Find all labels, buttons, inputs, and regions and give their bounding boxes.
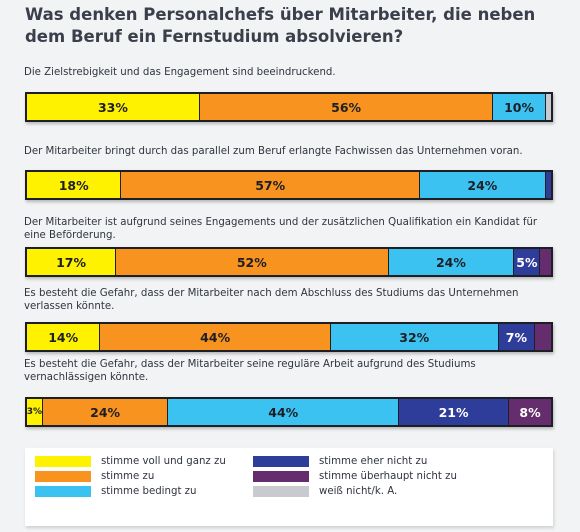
data-label: 24% (467, 177, 498, 193)
legend-item: stimme zu (35, 471, 154, 482)
data-label: 7% (505, 329, 528, 345)
bar-segment: 18% (27, 172, 122, 198)
bar-segment: 3% (27, 399, 43, 425)
question-label: Der Mitarbeiter bringt durch das paralle… (24, 146, 523, 157)
legend-item: stimme bedingt zu (35, 486, 196, 497)
bar-segment: 56% (199, 94, 494, 120)
data-label: 10% (504, 99, 534, 115)
data-label: 44% (268, 404, 299, 420)
bar-segment (540, 249, 551, 275)
legend-swatch (35, 471, 91, 482)
question-label: Es besteht die Gefahr, dass der Mitarbei… (24, 359, 476, 383)
legend-item: stimme voll und ganz zu (35, 456, 226, 467)
legend-label: stimme überhaupt nicht zu (319, 471, 457, 482)
bar-segment: 24% (42, 399, 169, 425)
data-label: 24% (90, 404, 121, 420)
legend: stimme voll und ganz zu stimme zu stimme b… (25, 448, 553, 526)
bar-segment: 5% (514, 249, 541, 275)
stacked-bar: 3% 24% 44% 21% 8% (25, 397, 553, 427)
data-label: 8% (519, 404, 541, 420)
legend-item: stimme überhaupt nicht zu (253, 471, 457, 482)
data-label: 17% (56, 254, 86, 270)
bar-segment: 24% (388, 249, 515, 275)
legend-label: stimme eher nicht zu (319, 456, 428, 467)
legend-swatch (35, 456, 91, 467)
bar-segment: 44% (100, 324, 331, 350)
legend-swatch (253, 471, 309, 482)
data-label: 3% (27, 407, 42, 417)
data-label: 57% (255, 177, 286, 193)
stacked-bar: 14% 44% 32% 7% (25, 322, 553, 352)
legend-swatch (253, 456, 309, 467)
bar-segment: 8% (509, 399, 551, 425)
data-label: 21% (438, 404, 469, 420)
data-label: 52% (236, 254, 267, 270)
bar-segment: 14% (27, 324, 101, 350)
data-label: 14% (48, 329, 79, 345)
data-label: 18% (58, 177, 89, 193)
bar-segment: 44% (168, 399, 400, 425)
bar-segment: 17% (27, 249, 117, 275)
stacked-bar: 33% 56% 10% (25, 92, 553, 122)
legend-item: weiß nicht/k. A. (253, 486, 397, 497)
bar-segment: 21% (399, 399, 510, 425)
data-label: 32% (399, 329, 430, 345)
legend-swatch (253, 486, 309, 497)
bar-segment: 52% (116, 249, 389, 275)
legend-label: stimme bedingt zu (101, 486, 197, 497)
legend-swatch (35, 486, 91, 497)
bar-segment: 32% (330, 324, 499, 350)
bar-segment: 7% (498, 324, 536, 350)
data-label: 33% (97, 99, 128, 115)
data-label: 56% (331, 99, 362, 115)
stacked-bar: 18% 57% 24% (25, 170, 553, 200)
legend-label: weiß nicht/k. A. (319, 486, 398, 497)
legend-label: stimme voll und ganz zu (101, 456, 226, 467)
bar-segment: 33% (27, 94, 200, 120)
data-label: 44% (200, 329, 231, 345)
stacked-bar: 17% 52% 24% 5% (25, 247, 553, 277)
bar-segment: 57% (121, 172, 420, 198)
chart-title: Was denken Personalchefs über Mitarbeite… (25, 5, 536, 46)
bar-segment (545, 94, 551, 120)
bar-segment: 10% (493, 94, 546, 120)
data-label: 5% (516, 254, 538, 270)
question-label: Die Zielstrebigkeit und das Engagement s… (24, 67, 336, 78)
data-label: 24% (435, 254, 466, 270)
bar-segment: 24% (419, 172, 546, 198)
bar-segment (545, 172, 551, 198)
bar-segment (535, 324, 551, 350)
question-label: Es besteht die Gefahr, dass der Mitarbei… (24, 288, 519, 312)
question-label: Der Mitarbeiter ist aufgrund seines Enga… (24, 217, 538, 241)
legend-label: stimme zu (101, 471, 155, 482)
legend-item: stimme eher nicht zu (253, 456, 427, 467)
